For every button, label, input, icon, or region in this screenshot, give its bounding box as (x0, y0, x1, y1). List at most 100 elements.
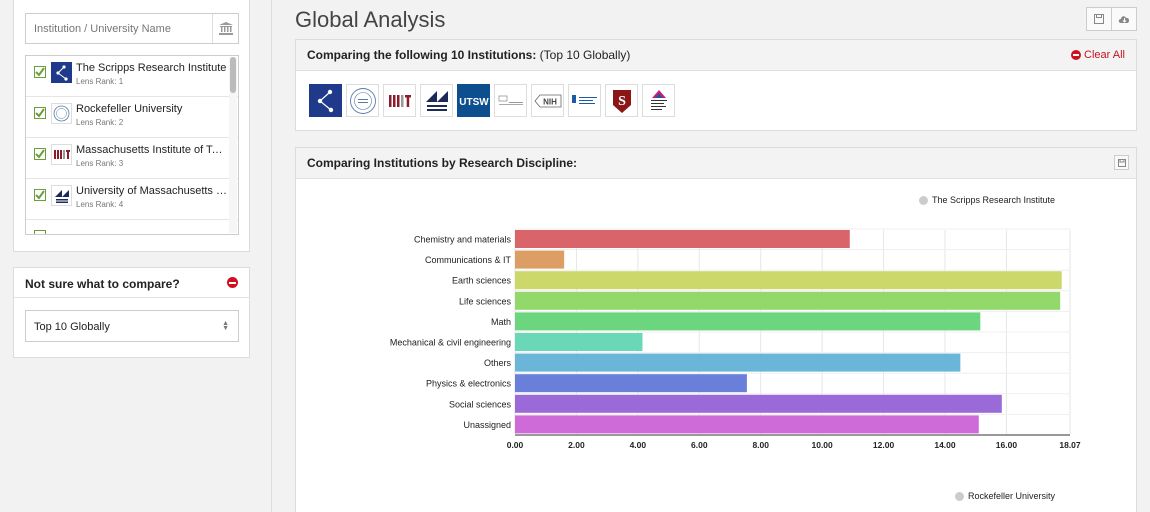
legend-item[interactable]: Rockefeller University (955, 491, 1055, 501)
institution-name: The Scripps Research Institute (76, 62, 227, 74)
compare-suggestion-panel: Not sure what to compare? Top 10 Globall… (13, 267, 250, 358)
mit-logo[interactable] (383, 84, 416, 117)
category-label: Earth sciences (452, 276, 512, 286)
scripps-logo (51, 62, 72, 83)
x-tick-label: 14.00 (934, 440, 956, 450)
category-label: Mechanical & civil engineering (390, 338, 511, 348)
stanford-logo[interactable]: S (605, 84, 638, 117)
list-item[interactable]: University of Massachusetts Me… Lens Ran… (26, 179, 238, 220)
page-title: Global Analysis (295, 7, 446, 32)
x-tick-label: 12.00 (873, 440, 895, 450)
comparing-header: Comparing the following 10 Institutions:… (296, 40, 1136, 71)
bar[interactable] (515, 415, 979, 434)
x-tick-label: 4.00 (630, 440, 647, 450)
legend-label: Rockefeller University (968, 491, 1056, 501)
compare-preset-value: Top 10 Globally (34, 321, 110, 333)
bar[interactable] (515, 394, 1002, 413)
legend-item[interactable]: The Scripps Research Institute (919, 195, 1055, 205)
cloud-download-icon[interactable] (1111, 8, 1136, 30)
institution-name: Rockefeller University (76, 103, 183, 115)
x-tick-label: 0.00 (507, 440, 524, 450)
umass-medical-logo[interactable] (420, 84, 453, 117)
category-label: Others (484, 358, 512, 368)
collapse-icon[interactable] (227, 277, 238, 288)
institution-name: Massachusetts Institute of Tech… (76, 144, 228, 156)
sidebar: The Scripps Research Institute Lens Rank… (0, 0, 272, 512)
select-arrows-icon: ▲ ▼ (222, 320, 229, 332)
checkmark-icon (35, 190, 45, 200)
institution-logos: UTSW NIH S (309, 84, 675, 117)
rockefeller-logo (51, 103, 72, 124)
comparing-suffix: (Top 10 Globally) (539, 48, 631, 62)
legend-dot (955, 491, 964, 501)
discipline-header: Comparing Institutions by Research Disci… (296, 148, 1136, 179)
discipline-title: Comparing Institutions by Research Disci… (307, 156, 578, 170)
bar[interactable] (515, 312, 981, 331)
uc-logo[interactable] (568, 84, 601, 117)
save-chart-icon[interactable] (1114, 155, 1129, 170)
comparing-institutions-card: Comparing the following 10 Institutions:… (295, 39, 1137, 131)
checkbox[interactable] (34, 189, 46, 201)
bar[interactable] (515, 374, 747, 393)
lens-rank: Lens Rank: 2 (76, 118, 124, 127)
x-tick-label: 18.07 (1059, 440, 1081, 450)
checkbox[interactable] (34, 148, 46, 160)
main-content: Global Analysis Comparing the following … (295, 0, 1137, 512)
category-label: Communications & IT (425, 255, 512, 265)
nih-logo[interactable]: NIH (531, 84, 564, 117)
institution-list: The Scripps Research Institute Lens Rank… (25, 55, 239, 235)
list-scrollbar[interactable] (229, 57, 237, 233)
utsw-logo[interactable]: UTSW (457, 84, 490, 117)
category-label: Life sciences (459, 296, 512, 306)
bar[interactable] (515, 250, 565, 269)
institution-search-box (25, 13, 239, 44)
category-label: Physics & electronics (426, 379, 512, 389)
checkmark-icon (35, 67, 45, 77)
bar[interactable] (515, 353, 961, 372)
x-tick-label: 8.00 (752, 440, 769, 450)
svg-text:NIH: NIH (543, 97, 557, 106)
discipline-bar-chart: Chemistry and materials Communications & … (390, 228, 1081, 450)
legend-dot (919, 195, 928, 205)
checkbox[interactable] (34, 230, 46, 234)
bank-icon[interactable] (212, 14, 238, 43)
lens-rank: Lens Rank: 4 (76, 200, 124, 209)
lens-rank: Lens Rank: 1 (76, 77, 124, 86)
institution-search-input[interactable] (26, 14, 212, 43)
legend-label: The Scripps Research Institute (932, 195, 1056, 205)
discipline-chart-card: Comparing Institutions by Research Disci… (295, 147, 1137, 512)
institution-search-panel: The Scripps Research Institute Lens Rank… (13, 0, 250, 252)
list-item-partial[interactable] (26, 220, 238, 234)
clear-all-button[interactable]: Clear All (1071, 49, 1125, 61)
checkbox[interactable] (34, 66, 46, 78)
scripps-logo[interactable] (309, 84, 342, 117)
header-actions (1086, 7, 1137, 31)
x-tick-label: 6.00 (691, 440, 708, 450)
scrollbar-thumb[interactable] (230, 57, 236, 93)
category-label: Social sciences (449, 399, 512, 409)
checkbox[interactable] (34, 107, 46, 119)
bar[interactable] (515, 271, 1062, 290)
rockefeller-logo[interactable] (346, 84, 379, 117)
bar[interactable] (515, 333, 643, 351)
list-item[interactable]: The Scripps Research Institute Lens Rank… (26, 56, 238, 97)
list-item[interactable]: Rockefeller University Lens Rank: 2 (26, 97, 238, 138)
comparing-title: Comparing the following 10 Institutions: (307, 48, 537, 62)
remove-icon (1071, 50, 1082, 60)
x-tick-label: 2.00 (568, 440, 585, 450)
category-label: Unassigned (463, 420, 511, 430)
compare-preset-select[interactable]: Top 10 Globally ▲ ▼ (25, 310, 239, 342)
bar[interactable] (515, 230, 850, 248)
x-tick-label: 10.00 (811, 440, 833, 450)
bar[interactable] (515, 291, 1061, 310)
category-label: Math (491, 317, 511, 327)
mit-logo (51, 144, 72, 165)
lens-rank: Lens Rank: 3 (76, 159, 124, 168)
clear-all-label: Clear All (1084, 49, 1125, 61)
list-item[interactable]: Massachusetts Institute of Tech… Lens Ra… (26, 138, 238, 179)
compare-panel-title: Not sure what to compare? (14, 268, 249, 298)
gladstone-logo[interactable] (494, 84, 527, 117)
icahn-mount-sinai-logo[interactable] (642, 84, 675, 117)
checkmark-icon (35, 149, 45, 159)
save-icon[interactable] (1087, 8, 1111, 30)
